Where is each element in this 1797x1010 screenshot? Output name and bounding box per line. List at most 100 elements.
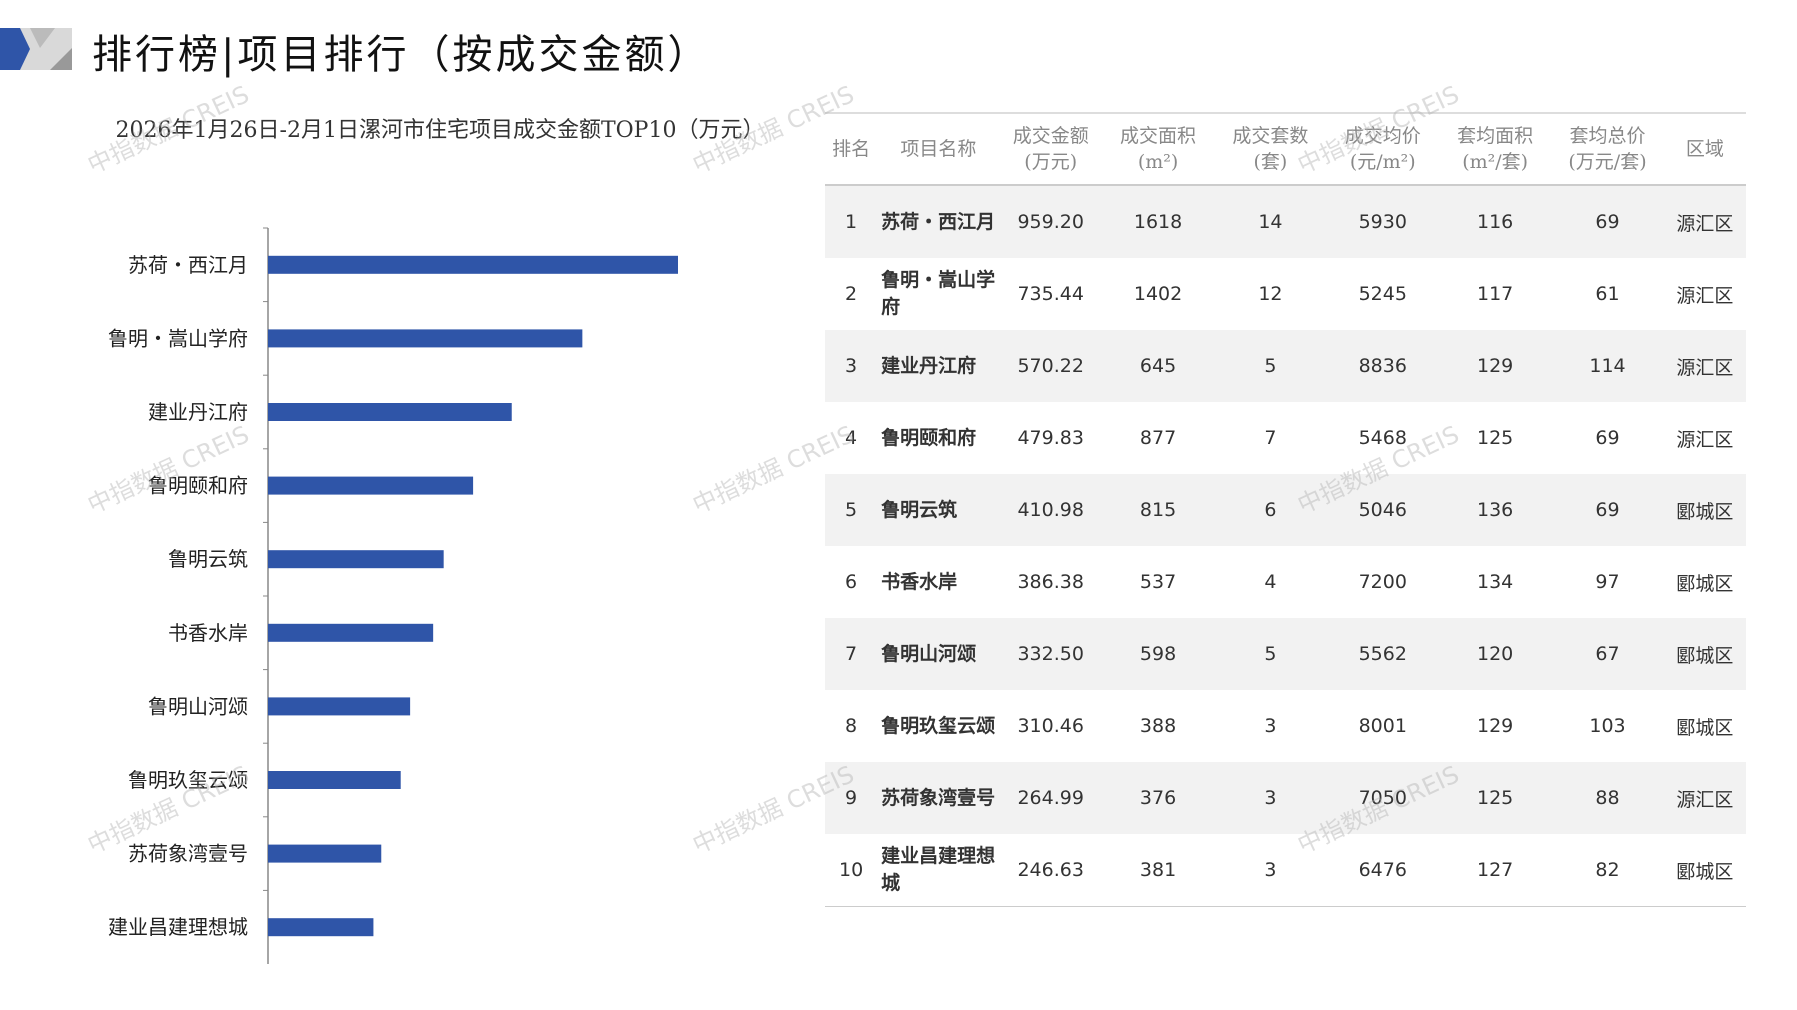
bar bbox=[268, 550, 444, 569]
table-cell: 鲁明颐和府 bbox=[881, 426, 977, 449]
table-cell: 苏荷・西江月 bbox=[877, 185, 1000, 258]
table-cell: 735.44 bbox=[1017, 283, 1084, 305]
table-cell: 郾城区 bbox=[1663, 618, 1746, 690]
table-cell: 2 bbox=[845, 283, 858, 305]
table-cell: 815 bbox=[1101, 474, 1215, 546]
table-cell: 5468 bbox=[1358, 427, 1407, 449]
table-cell: 97 bbox=[1595, 571, 1620, 593]
table-cell: 129 bbox=[1477, 715, 1514, 737]
bar bbox=[268, 329, 583, 348]
table-cell: 116 bbox=[1438, 185, 1552, 258]
table-row: 9 苏荷象湾壹号 264.99 376 3 7050 125 88 源汇区 bbox=[825, 762, 1746, 834]
table-cell: 388 bbox=[1139, 715, 1177, 737]
table-cell: 332.50 bbox=[999, 618, 1102, 690]
table-cell: 61 bbox=[1595, 283, 1620, 305]
table-cell: 69 bbox=[1551, 185, 1664, 258]
table-cell: 376 bbox=[1101, 762, 1215, 834]
table-cell: 246.63 bbox=[999, 834, 1102, 907]
table-cell: 120 bbox=[1438, 618, 1552, 690]
bar bbox=[268, 623, 434, 642]
table-row: 2 鲁明・嵩山学府 735.44 1402 12 5245 117 61 源汇区 bbox=[825, 258, 1746, 330]
table-cell: 5562 bbox=[1326, 618, 1439, 690]
table-cell: 6 bbox=[1214, 474, 1327, 546]
table-cell: 6476 bbox=[1326, 834, 1439, 907]
table-cell: 117 bbox=[1477, 283, 1514, 305]
table-cell: 877 bbox=[1139, 427, 1177, 449]
category-label: 鲁明颐和府 bbox=[148, 474, 248, 498]
table-cell: 4 bbox=[1264, 571, 1277, 593]
table-cell: 7 bbox=[1264, 427, 1277, 449]
table-cell: 7 bbox=[825, 618, 878, 690]
table-cell: 114 bbox=[1551, 330, 1664, 402]
table-row: 6 书香水岸 386.38 537 4 7200 134 97 郾城区 bbox=[825, 546, 1746, 618]
table-cell: 8 bbox=[845, 715, 858, 737]
table-cell: 3 bbox=[825, 330, 878, 402]
table-cell: 3 bbox=[1214, 834, 1327, 907]
category-label: 建业丹江府 bbox=[148, 400, 248, 424]
table-cell: 建业丹江府 bbox=[877, 330, 1000, 402]
table-cell: 12 bbox=[1258, 283, 1283, 305]
table-cell: 386.38 bbox=[1017, 571, 1084, 593]
table-cell: 郾城区 bbox=[1676, 716, 1734, 739]
table-cell: 1618 bbox=[1101, 185, 1215, 258]
table-cell: 7050 bbox=[1326, 762, 1439, 834]
table-cell: 郾城区 bbox=[1676, 572, 1734, 595]
table-cell: 479.83 bbox=[1017, 427, 1084, 449]
category-label: 鲁明・嵩山学府 bbox=[108, 326, 248, 350]
column-header: 成交面积 (m²) bbox=[1101, 112, 1215, 186]
table-row: 5 鲁明云筑 410.98 815 6 5046 136 69 郾城区 bbox=[825, 474, 1746, 546]
column-header: 套均总价 (万元/套) bbox=[1551, 112, 1664, 186]
column-header: 区域 bbox=[1663, 112, 1746, 186]
table-cell: 127 bbox=[1438, 834, 1552, 907]
bar bbox=[268, 918, 374, 937]
bar bbox=[268, 697, 411, 716]
table-row: 1 苏荷・西江月 959.20 1618 14 5930 116 69 源汇区 bbox=[825, 185, 1746, 258]
table-cell: 264.99 bbox=[999, 762, 1102, 834]
bar bbox=[268, 844, 382, 863]
column-header: 项目名称 bbox=[877, 112, 1000, 186]
category-label: 苏荷象湾壹号 bbox=[128, 842, 248, 866]
table-cell: 9 bbox=[825, 762, 878, 834]
table-cell: 鲁明云筑 bbox=[877, 474, 1000, 546]
table-cell: 5046 bbox=[1326, 474, 1439, 546]
category-label: 书香水岸 bbox=[168, 621, 248, 645]
table-cell: 郾城区 bbox=[1663, 474, 1746, 546]
table-cell: 410.98 bbox=[999, 474, 1102, 546]
table-cell: 134 bbox=[1477, 571, 1514, 593]
category-label: 苏荷・西江月 bbox=[128, 253, 248, 277]
column-header: 排名 bbox=[825, 112, 878, 186]
table-cell: 建业昌建理想城 bbox=[877, 834, 1000, 907]
table-cell: 源汇区 bbox=[1663, 185, 1746, 258]
table-cell: 82 bbox=[1551, 834, 1664, 907]
table-row: 7 鲁明山河颂 332.50 598 5 5562 120 67 郾城区 bbox=[825, 618, 1746, 690]
table-cell: 14 bbox=[1214, 185, 1327, 258]
table-cell: 88 bbox=[1551, 762, 1664, 834]
column-header: 成交均价 (元/m²) bbox=[1326, 112, 1439, 186]
bar bbox=[268, 771, 401, 789]
chart-title: 2026年1月26日-2月1日漯河市住宅项目成交金额TOP10（万元） bbox=[115, 118, 765, 143]
table-cell: 鲁明・嵩山学府 bbox=[881, 269, 996, 318]
table-cell: 67 bbox=[1551, 618, 1664, 690]
table-cell: 1402 bbox=[1133, 283, 1183, 305]
table-cell: 5930 bbox=[1326, 185, 1439, 258]
table-cell: 5245 bbox=[1358, 283, 1407, 305]
table-cell: 310.46 bbox=[1017, 715, 1084, 737]
table-cell: 959.20 bbox=[999, 185, 1102, 258]
table-cell: 5 bbox=[1214, 618, 1327, 690]
table-cell: 69 bbox=[1551, 474, 1664, 546]
table-cell: 125 bbox=[1477, 427, 1514, 449]
bar bbox=[268, 255, 678, 274]
table-cell: 7200 bbox=[1358, 571, 1407, 593]
table-cell: 1 bbox=[825, 185, 878, 258]
table-cell: 鲁明山河颂 bbox=[877, 618, 1000, 690]
column-header: 套均面积 (m²/套) bbox=[1438, 112, 1552, 186]
table-cell: 源汇区 bbox=[1663, 330, 1746, 402]
table-cell: 570.22 bbox=[999, 330, 1102, 402]
table-cell: 源汇区 bbox=[1663, 762, 1746, 834]
table-cell: 10 bbox=[825, 834, 878, 907]
table-cell: 69 bbox=[1595, 427, 1620, 449]
table-cell: 645 bbox=[1101, 330, 1215, 402]
table-cell: 381 bbox=[1101, 834, 1215, 907]
table-row: 10 建业昌建理想城 246.63 381 3 6476 127 82 郾城区 bbox=[825, 834, 1746, 907]
table-cell: 129 bbox=[1438, 330, 1552, 402]
